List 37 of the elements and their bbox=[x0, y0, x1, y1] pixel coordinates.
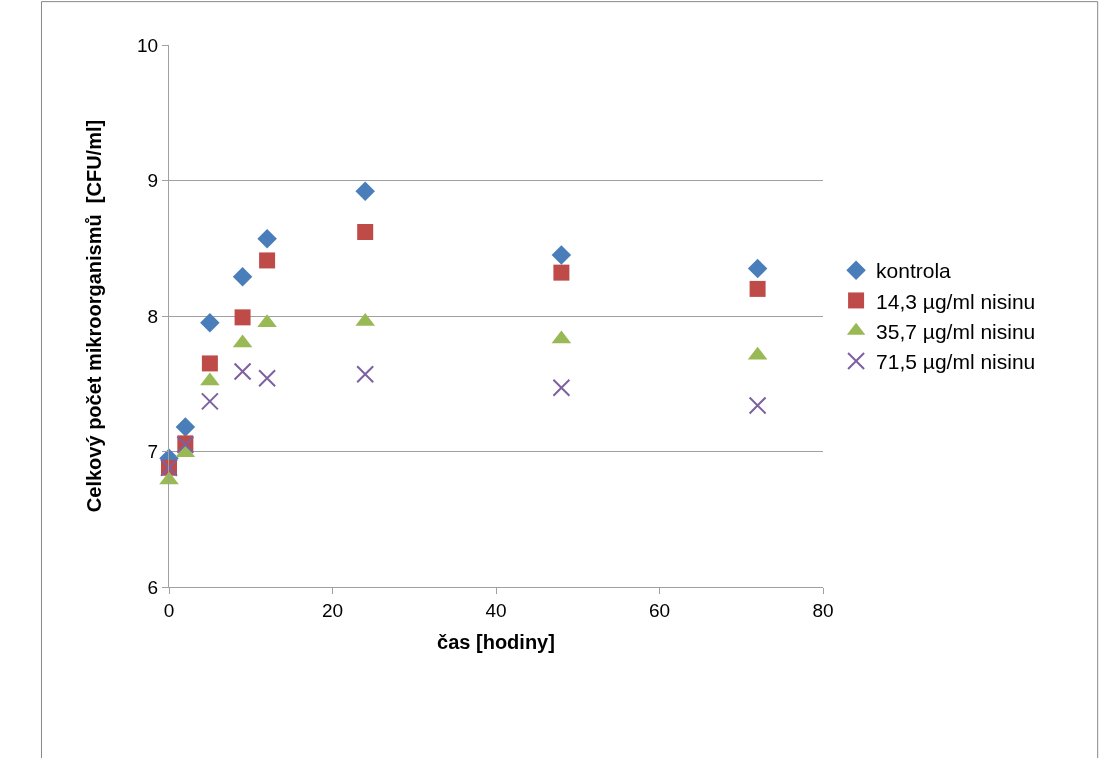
y-tick-label: 7 bbox=[147, 441, 159, 463]
point bbox=[200, 313, 220, 333]
point bbox=[259, 252, 276, 269]
x-tick-label: 40 bbox=[485, 599, 507, 621]
point bbox=[257, 314, 277, 328]
point bbox=[552, 378, 571, 397]
point bbox=[356, 365, 375, 384]
point bbox=[355, 181, 375, 202]
y-tick-label: 10 bbox=[137, 34, 159, 56]
point bbox=[748, 396, 767, 415]
point bbox=[200, 372, 220, 386]
y-tick-label: 9 bbox=[147, 170, 159, 192]
y-tick-label: 8 bbox=[147, 305, 159, 327]
x-tick-label: 80 bbox=[812, 599, 834, 621]
y-tick-label: 6 bbox=[147, 576, 159, 598]
point bbox=[234, 309, 251, 326]
point bbox=[233, 362, 252, 381]
point bbox=[258, 369, 277, 388]
x-axis-title: čas [hodiny] bbox=[437, 631, 555, 654]
point bbox=[257, 229, 277, 249]
x-tick-label: 0 bbox=[163, 599, 175, 621]
point bbox=[232, 266, 253, 287]
point bbox=[551, 245, 572, 265]
y-axis-title: Celkový počet mikroorganismů [CFU/ml] bbox=[82, 119, 105, 513]
legend-label: 14,3 µg/ml nisinu bbox=[876, 289, 1036, 313]
x-tick-label: 60 bbox=[648, 599, 671, 621]
point bbox=[175, 417, 196, 437]
x-tick-label: 20 bbox=[321, 599, 344, 621]
point bbox=[201, 355, 218, 372]
point bbox=[553, 264, 570, 281]
legend-label: kontrola bbox=[876, 259, 952, 283]
point bbox=[749, 280, 766, 297]
point bbox=[200, 392, 219, 411]
point bbox=[747, 258, 768, 279]
point bbox=[357, 223, 374, 240]
legend-label: 35,7 µg/ml nisinu bbox=[876, 319, 1036, 343]
legend-label: 71,5 µg/ml nisinu bbox=[876, 350, 1036, 374]
